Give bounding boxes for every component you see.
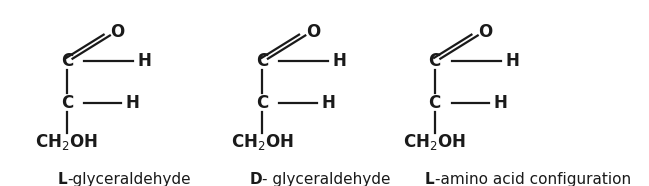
- Text: H: H: [321, 94, 336, 112]
- Text: C: C: [428, 94, 441, 112]
- Text: L: L: [425, 172, 435, 186]
- Text: CH$_2$OH: CH$_2$OH: [36, 132, 98, 152]
- Text: C: C: [256, 94, 268, 112]
- Text: C: C: [256, 52, 268, 70]
- Text: L: L: [57, 172, 67, 186]
- Text: H: H: [138, 52, 151, 70]
- Text: -amino acid configuration: -amino acid configuration: [435, 172, 631, 186]
- Text: -glyceraldehyde: -glyceraldehyde: [67, 172, 190, 186]
- Text: CH$_2$OH: CH$_2$OH: [403, 132, 466, 152]
- Text: O: O: [306, 23, 320, 41]
- Text: C: C: [428, 52, 441, 70]
- Text: O: O: [110, 23, 125, 41]
- Text: - glyceraldehyde: - glyceraldehyde: [262, 172, 391, 186]
- Text: CH$_2$OH: CH$_2$OH: [231, 132, 293, 152]
- Text: C: C: [60, 94, 73, 112]
- Text: O: O: [478, 23, 493, 41]
- Text: H: H: [506, 52, 519, 70]
- Text: H: H: [333, 52, 347, 70]
- Text: H: H: [494, 94, 508, 112]
- Text: H: H: [126, 94, 140, 112]
- Text: C: C: [60, 52, 73, 70]
- Text: D: D: [250, 172, 262, 186]
